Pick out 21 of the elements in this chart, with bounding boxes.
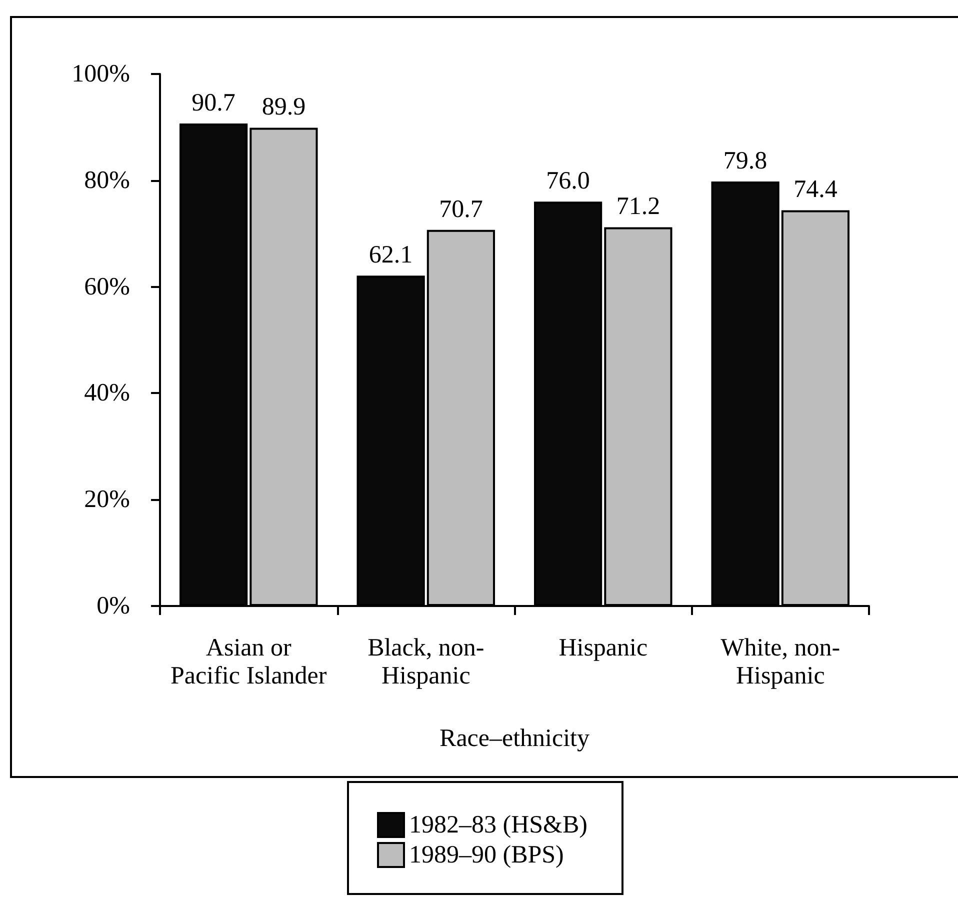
data-label: 62.1	[368, 242, 413, 269]
x-tick-label: Black, non- Hispanic	[368, 634, 484, 690]
data-label: 90.7	[192, 89, 236, 116]
legend-label: 1989–90 (BPS)	[409, 842, 564, 868]
x-axis-title: Race–ethnicity	[440, 725, 590, 752]
data-label: 70.7	[439, 196, 483, 223]
data-label: 71.2	[616, 193, 660, 220]
y-tick-label: 0%	[96, 592, 130, 620]
y-tick-label: 40%	[84, 380, 130, 407]
x-tick-label: Hispanic	[558, 634, 648, 662]
x-tick-label: Asian or Pacific Islander	[170, 634, 328, 690]
data-label: 79.8	[723, 147, 768, 174]
y-tick-label: 80%	[84, 166, 130, 194]
data-label: 89.9	[262, 94, 306, 121]
y-tick-label: 20%	[84, 486, 130, 514]
data-label: 76.0	[546, 168, 590, 195]
y-tick-label: 100%	[72, 60, 130, 88]
y-tick-label: 60%	[84, 273, 130, 300]
data-label: 74.4	[794, 176, 838, 204]
legend-label: 1982–83 (HS&B)	[409, 812, 588, 838]
x-tick-label: White, non- Hispanic	[720, 634, 840, 690]
